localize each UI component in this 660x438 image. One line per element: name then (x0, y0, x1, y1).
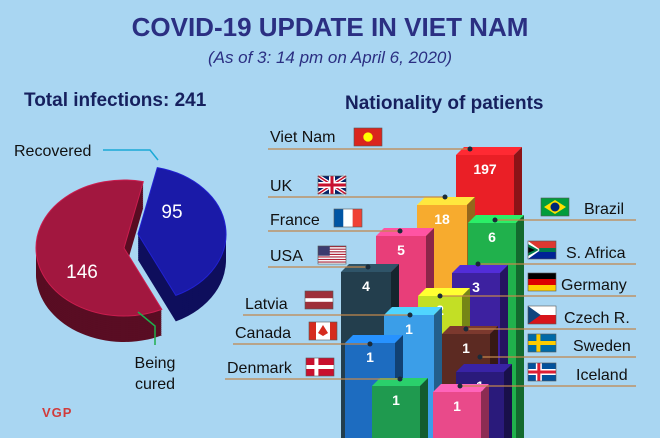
recovered-leader-line (103, 149, 159, 161)
vietnam-flag-border (353, 127, 383, 147)
country-label: France (270, 212, 320, 229)
country-label: Iceland (576, 367, 628, 384)
bar-side (420, 378, 428, 438)
vgp-logo: VGP (42, 405, 73, 420)
bar-top (376, 228, 434, 236)
country-label: Germany (561, 277, 627, 294)
france-flag-icon (333, 208, 363, 228)
safrica-flag-border (527, 240, 557, 260)
brazil-flag-border (540, 197, 570, 217)
canada-flag-border (308, 321, 338, 341)
usa-flag-border (317, 245, 347, 265)
country-label: S. Africa (566, 245, 626, 262)
bar-value-label: 1 (405, 321, 413, 337)
czech-flag-border (527, 305, 557, 325)
usa-flag-icon (317, 245, 347, 265)
leader-dot (365, 264, 371, 270)
czech-flag-icon (527, 305, 557, 325)
bar (372, 386, 420, 438)
leader-dot (407, 312, 413, 318)
country-label: UK (270, 178, 293, 195)
bar-top (456, 147, 522, 155)
pie-value-label: 146 (66, 262, 98, 283)
page-subtitle: (As of 3: 14 pm on April 6, 2020) (207, 48, 453, 67)
leader-dot (475, 261, 481, 267)
bar-top (372, 378, 428, 386)
country-label: Brazil (584, 201, 624, 218)
pie-value-label: 95 (161, 202, 182, 223)
bar-value-label: 5 (397, 242, 405, 258)
leader-dot (457, 383, 463, 389)
country-label: Viet Nam (270, 129, 336, 146)
france-flag-border (333, 208, 363, 228)
iceland-flag-icon (527, 362, 557, 382)
country-label: Canada (235, 325, 291, 342)
pie-slice (137, 167, 227, 297)
total-infections: Total infections: 241 (24, 90, 207, 111)
denmark-flag-icon (305, 357, 335, 377)
latvia-flag-icon (304, 290, 334, 310)
being-cured-label-line2: cured (135, 376, 175, 393)
sweden-flag-border (527, 333, 557, 353)
germany-flag-icon (527, 272, 557, 292)
bar-value-label: 1 (392, 392, 400, 408)
bar (433, 392, 481, 438)
leader-dot (442, 194, 448, 200)
bar-top (417, 197, 475, 205)
bar-side (481, 384, 489, 438)
canada-flag-icon (308, 321, 338, 341)
bar-top (345, 335, 403, 343)
being-cured-leader-line (137, 311, 156, 345)
safrica-flag-icon (527, 240, 557, 260)
latvia-flag-border (304, 290, 334, 310)
country-label: Denmark (227, 360, 293, 377)
being-cured-label-line1: Being (135, 355, 176, 372)
denmark-flag-border (305, 357, 335, 377)
bar-value-label: 18 (434, 211, 450, 227)
country-label: Czech R. (564, 310, 630, 327)
bar-side (516, 215, 524, 438)
country-label: USA (270, 248, 303, 265)
country-label: Latvia (245, 296, 288, 313)
sweden-flag-icon (527, 333, 557, 353)
leader-dot (437, 293, 443, 299)
nationality-heading: Nationality of patients (345, 93, 544, 114)
leader-dot (463, 326, 469, 332)
pie-slice (35, 179, 163, 317)
leader-dot (397, 376, 403, 382)
leader-dot (477, 354, 483, 360)
bar-value-label: 4 (362, 278, 370, 294)
leader-dot (467, 146, 473, 152)
vietnam-flag-icon (353, 127, 383, 147)
bar-top (384, 307, 442, 315)
bar-value-label: 1 (366, 349, 374, 365)
germany-flag-border (527, 272, 557, 292)
brazil-flag-icon (540, 197, 570, 217)
recovered-label: Recovered (14, 143, 91, 160)
uk-flag-icon (316, 174, 348, 196)
bar-value-label: 197 (473, 161, 497, 177)
bar-value-label: 6 (488, 229, 496, 245)
leader-dot (492, 217, 498, 223)
country-label: Sweden (573, 338, 631, 355)
bar-top (442, 326, 498, 334)
leader-dot (397, 228, 403, 234)
bar-value-label: 1 (462, 340, 470, 356)
leader-dot (367, 341, 373, 347)
bar-top (456, 364, 512, 372)
page-title: COVID-19 UPDATE IN VIET NAM (131, 12, 529, 42)
bar-value-label: 1 (453, 398, 461, 414)
iceland-flag-border (527, 362, 557, 382)
bar-top (452, 265, 508, 273)
bar-side (504, 364, 512, 438)
uk-flag-border (317, 175, 347, 195)
bar-top (418, 288, 470, 296)
bar-value-label: 3 (472, 279, 480, 295)
